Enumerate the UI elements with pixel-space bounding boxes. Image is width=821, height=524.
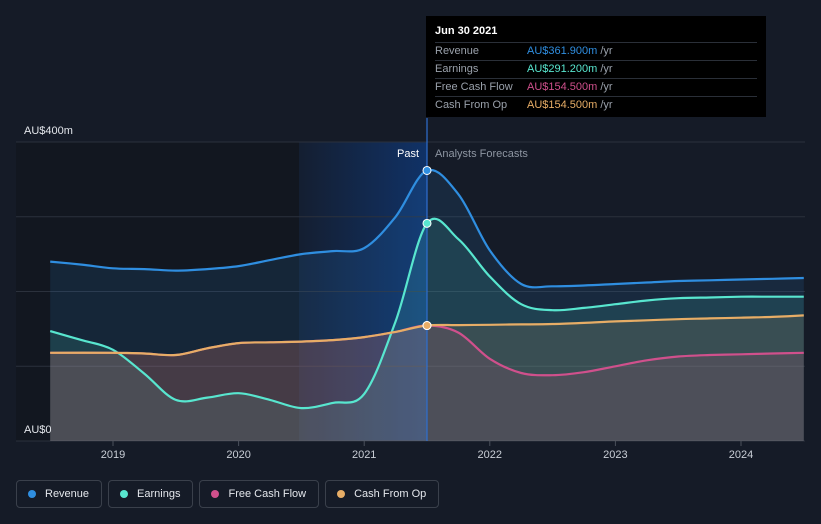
x-tick-label: 2019 xyxy=(101,449,125,461)
earnings-line xyxy=(49,217,804,410)
tooltip-row-unit: /yr xyxy=(600,63,613,75)
legend-item-cash-from-op[interactable]: Cash From Op xyxy=(325,480,440,508)
legend-item-earnings[interactable]: Earnings xyxy=(108,480,194,508)
free-cash-flow-dot-icon xyxy=(211,490,220,498)
x-tick-label: 2023 xyxy=(603,449,627,461)
legend-label: Free Cash Flow xyxy=(228,488,307,500)
y-axis-bottom-label: AU$0 xyxy=(24,424,52,436)
tooltip: Jun 30 2021 Revenue AU$361.900m /yr Earn… xyxy=(426,16,766,117)
tooltip-row-unit: /yr xyxy=(600,99,613,111)
tooltip-row-value: AU$291.200m xyxy=(527,63,598,75)
x-tick-label: 2024 xyxy=(729,449,753,461)
legend-item-free-cash-flow[interactable]: Free Cash Flow xyxy=(199,480,320,508)
cash-from-op-point xyxy=(422,321,432,331)
tooltip-row-name: Earnings xyxy=(435,63,479,75)
tooltip-row-unit: /yr xyxy=(600,81,613,93)
legend-label: Earnings xyxy=(137,488,181,500)
tooltip-row-name: Revenue xyxy=(435,45,480,57)
tooltip-row-revenue: Revenue AU$361.900m /yr xyxy=(435,42,757,60)
x-axis-ticks: 2019 2020 2021 2022 2023 2024 xyxy=(101,441,753,461)
forecast-label: Analysts Forecasts xyxy=(435,148,528,160)
tooltip-row-value: AU$154.500m xyxy=(527,99,598,111)
earnings-dot-icon xyxy=(120,490,129,498)
tooltip-row-value: AU$361.900m xyxy=(527,45,598,57)
revenue-point xyxy=(422,165,432,175)
tooltip-row-value: AU$154.500m xyxy=(527,81,598,93)
x-tick-label: 2022 xyxy=(478,449,502,461)
y-axis-top-label: AU$400m xyxy=(24,125,73,137)
x-tick-label: 2020 xyxy=(226,449,250,461)
cash-from-op-line xyxy=(50,314,804,357)
cash-from-op-dot-icon xyxy=(337,490,346,498)
tooltip-date: Jun 30 2021 xyxy=(435,25,498,37)
revenue-dot-icon xyxy=(28,490,36,498)
legend-item-revenue[interactable]: Revenue xyxy=(16,480,103,508)
tooltip-row-free-cash-flow: Free Cash Flow AU$154.500m /yr xyxy=(435,78,757,96)
hover-dots xyxy=(422,165,432,331)
tooltip-row-name: Free Cash Flow xyxy=(435,81,513,93)
legend-label: Revenue xyxy=(45,488,90,500)
past-label: Past xyxy=(397,148,419,160)
tooltip-row-unit: /yr xyxy=(600,45,613,57)
tooltip-row-earnings: Earnings AU$291.200m /yr xyxy=(435,60,757,78)
tooltip-row-cash-from-op: Cash From Op AU$154.500m /yr xyxy=(435,96,757,114)
x-tick-label: 2021 xyxy=(352,449,376,461)
legend: Revenue Earnings Free Cash Flow Cash Fro… xyxy=(16,480,440,508)
earnings-point xyxy=(422,218,432,228)
gridlines xyxy=(16,141,805,442)
legend-label: Cash From Op xyxy=(354,488,427,500)
tooltip-row-name: Cash From Op xyxy=(435,99,508,111)
